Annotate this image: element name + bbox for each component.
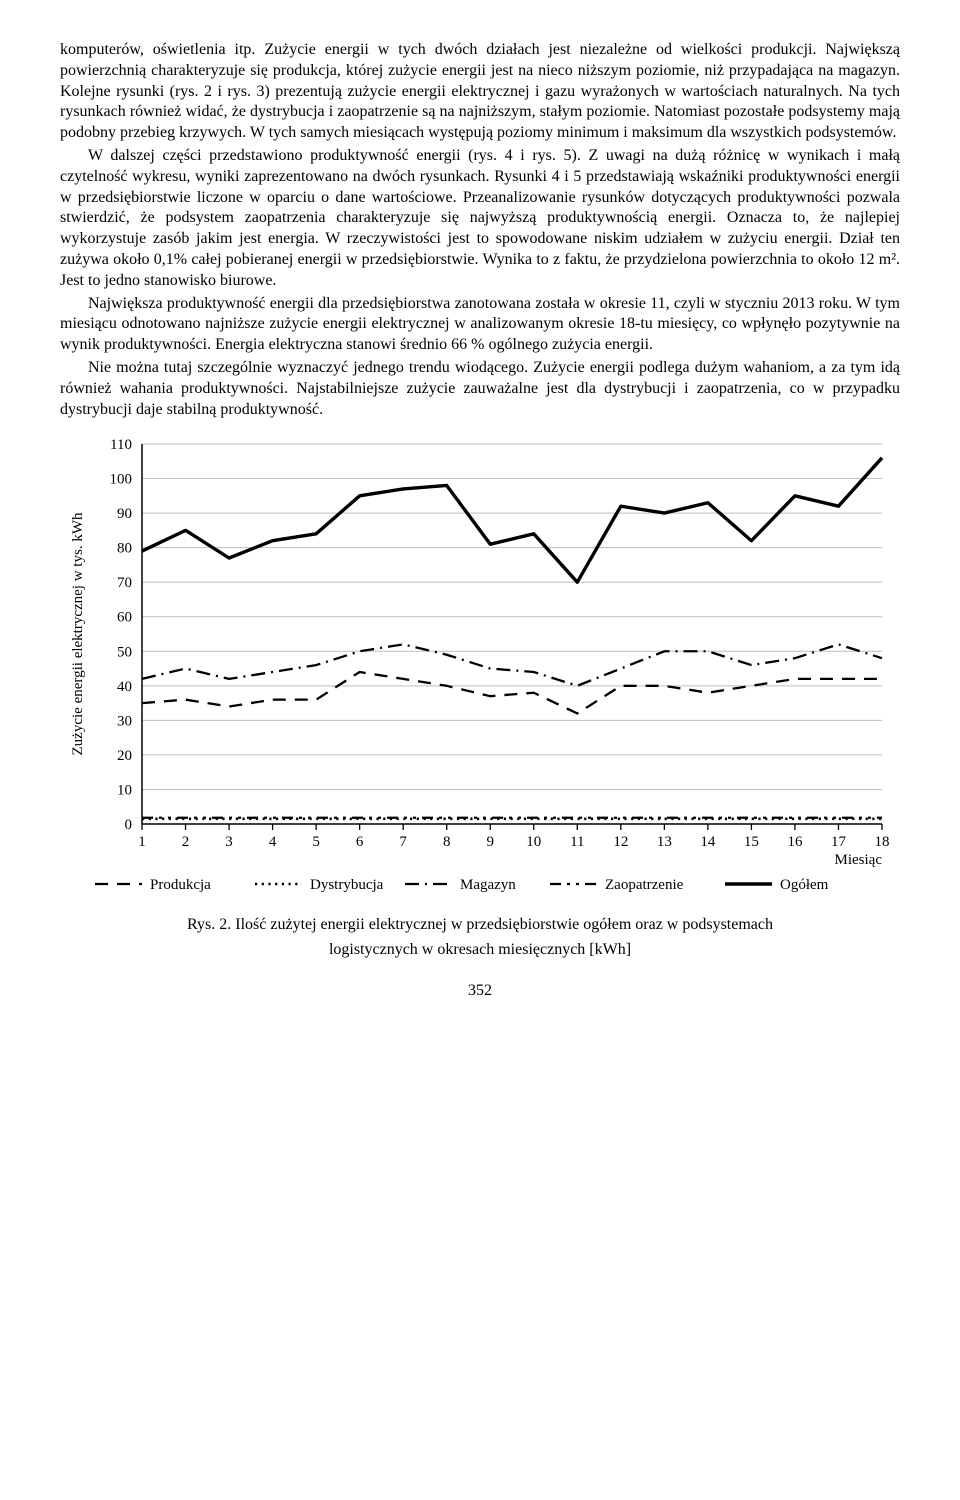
svg-text:0: 0: [125, 817, 133, 833]
paragraph-3: Największa produktywność energii dla prz…: [60, 294, 900, 356]
svg-text:5: 5: [312, 834, 320, 850]
figure-2-chart: 0102030405060708090100110123456789101112…: [60, 434, 900, 911]
svg-text:10: 10: [526, 834, 541, 850]
svg-text:2: 2: [182, 834, 190, 850]
svg-text:1: 1: [138, 834, 146, 850]
svg-text:50: 50: [117, 645, 132, 661]
svg-text:90: 90: [117, 506, 132, 522]
svg-text:Dystrybucja: Dystrybucja: [310, 877, 384, 893]
svg-text:30: 30: [117, 714, 132, 730]
svg-text:Miesiąc: Miesiąc: [835, 852, 883, 868]
svg-text:4: 4: [269, 834, 277, 850]
svg-text:17: 17: [831, 834, 847, 850]
svg-text:14: 14: [700, 834, 716, 850]
svg-text:80: 80: [117, 541, 132, 557]
svg-text:9: 9: [486, 834, 494, 850]
svg-text:3: 3: [225, 834, 233, 850]
svg-text:Zużycie energii elektrycznej w: Zużycie energii elektrycznej w tys. kWh: [70, 512, 86, 755]
svg-text:12: 12: [613, 834, 628, 850]
figure-2-caption-line1: Rys. 2. Ilość zużytej energii elektryczn…: [60, 915, 900, 936]
svg-text:15: 15: [744, 834, 759, 850]
svg-text:6: 6: [356, 834, 364, 850]
svg-text:40: 40: [117, 679, 132, 695]
svg-text:Zaopatrzenie: Zaopatrzenie: [605, 877, 684, 893]
svg-text:60: 60: [117, 610, 132, 626]
paragraph-2: W dalszej części przedstawiono produktyw…: [60, 146, 900, 292]
svg-text:110: 110: [110, 437, 132, 453]
svg-text:Ogółem: Ogółem: [780, 877, 829, 893]
svg-text:70: 70: [117, 576, 132, 592]
svg-text:11: 11: [570, 834, 584, 850]
page-number: 352: [60, 981, 900, 1002]
paragraph-4: Nie można tutaj szczególnie wyznaczyć je…: [60, 358, 900, 420]
svg-text:8: 8: [443, 834, 451, 850]
paragraph-1: komputerów, oświetlenia itp. Zużycie ene…: [60, 40, 900, 144]
figure-2-caption-line2: logistycznych w okresach miesięcznych [k…: [60, 940, 900, 961]
svg-text:20: 20: [117, 748, 132, 764]
svg-text:100: 100: [110, 472, 133, 488]
svg-text:Magazyn: Magazyn: [460, 877, 516, 893]
svg-text:18: 18: [875, 834, 890, 850]
svg-text:Produkcja: Produkcja: [150, 877, 211, 893]
svg-text:13: 13: [657, 834, 672, 850]
svg-text:7: 7: [399, 834, 407, 850]
svg-text:16: 16: [787, 834, 803, 850]
svg-text:10: 10: [117, 783, 132, 799]
